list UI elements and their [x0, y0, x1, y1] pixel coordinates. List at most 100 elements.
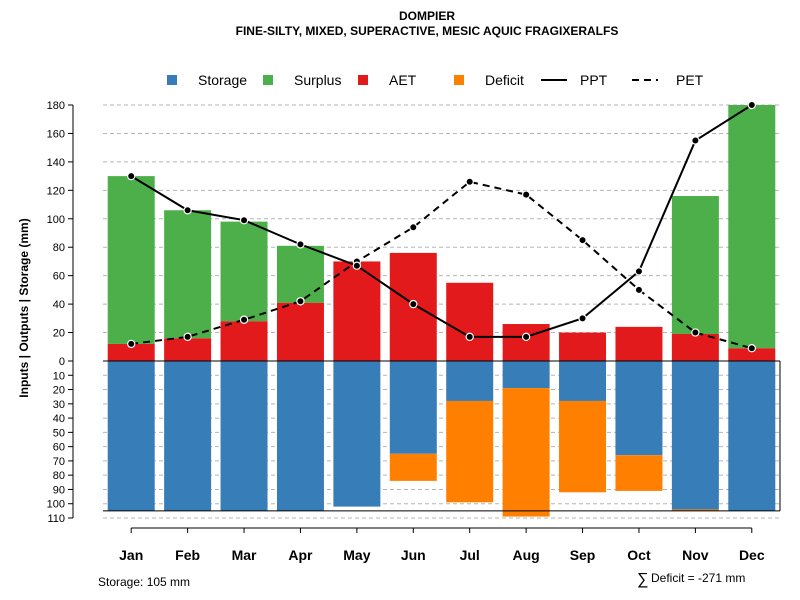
y-tick-label: 60	[53, 271, 65, 283]
x-tick-label: Mar	[232, 547, 257, 563]
pet-point	[183, 332, 192, 342]
x-tick-label: Jun	[401, 547, 426, 563]
ppt-point	[691, 136, 700, 145]
ppt-point	[352, 261, 362, 270]
storage-bar	[728, 361, 776, 511]
aet-bar	[559, 332, 607, 361]
aet-bar	[164, 338, 212, 361]
x-tick-label: Apr	[288, 547, 313, 563]
y-tick-label: 90	[53, 484, 65, 496]
chart-title: DOMPIER	[399, 9, 455, 23]
pet-line	[131, 180, 753, 350]
legend-label-deficit: Deficit	[485, 72, 524, 88]
y-axis-title: Inputs | Outputs | Storage (mm)	[17, 218, 31, 397]
y-tick-label: 140	[47, 157, 65, 169]
x-tick-label: Dec	[739, 547, 765, 563]
legend-label-ppt: PPT	[580, 72, 608, 88]
deficit-bar	[389, 453, 437, 481]
storage-bar	[333, 361, 381, 507]
ppt-point	[578, 314, 587, 323]
x-tick-label: May	[343, 547, 370, 563]
pet-point	[239, 315, 249, 324]
pet-point	[521, 190, 531, 199]
pet-point	[409, 223, 418, 232]
y-tick-label: 40	[53, 299, 65, 311]
y-tick-label: 70	[53, 456, 65, 468]
legend-label-pet: PET	[676, 72, 704, 88]
storage-bar	[220, 361, 268, 511]
ppt-point	[465, 332, 474, 342]
x-tick-label: Nov	[682, 547, 709, 563]
storage-note: Storage: 105 mm	[98, 575, 190, 589]
aet-bar	[276, 302, 324, 361]
storage-bar	[559, 361, 607, 401]
ppt-point	[296, 240, 305, 249]
pet-point	[296, 297, 305, 306]
surplus-bar	[728, 105, 776, 349]
pet-point	[127, 339, 136, 349]
aet-bar	[220, 321, 268, 361]
lines-layer	[127, 100, 756, 353]
y-tick-label: 20	[53, 385, 65, 397]
legend-label-storage: Storage	[198, 72, 247, 88]
storage-bar	[615, 361, 663, 456]
ppt-point	[747, 100, 756, 110]
deficit-bar	[671, 509, 719, 511]
x-tick-label: Aug	[513, 547, 540, 563]
surplus-bar	[671, 196, 719, 334]
pet-point	[634, 285, 644, 295]
surplus-bar	[276, 245, 324, 303]
storage-bar	[446, 361, 494, 401]
ppt-point	[409, 299, 418, 309]
legend-swatch-deficit	[454, 75, 464, 85]
y-tick-label: 50	[53, 427, 65, 439]
ppt-point	[521, 332, 531, 342]
y-tick-label: 10	[53, 370, 65, 382]
surplus-bar	[220, 221, 268, 322]
y-tick-label: 30	[53, 399, 65, 411]
x-tick-label: Oct	[627, 547, 651, 563]
surplus-bar	[164, 210, 212, 339]
legend-swatch-surplus	[263, 75, 273, 85]
y-tick-label: 120	[47, 185, 65, 197]
deficit-bar	[559, 400, 607, 493]
ppt-line	[130, 104, 753, 338]
pet-point	[578, 235, 587, 245]
x-tick-label: Jan	[119, 547, 143, 563]
chart-legend: Storage Surplus AET Deficit PPT PET	[167, 72, 704, 88]
x-tick-label: Feb	[175, 547, 200, 563]
y-tick-label: 80	[53, 470, 65, 482]
aet-bar	[728, 348, 776, 361]
ppt-point	[634, 267, 644, 276]
storage-bar	[389, 361, 437, 454]
ppt-point	[127, 171, 136, 181]
chart-subtitle: FINE-SILTY, MIXED, SUPERACTIVE, MESIC AQ…	[236, 24, 619, 38]
y-tick-label: 110	[47, 513, 65, 525]
aet-bar	[107, 343, 155, 361]
aet-bar	[446, 282, 494, 361]
storage-bar	[671, 361, 719, 510]
deficit-bar	[615, 455, 663, 491]
gridlines	[103, 104, 780, 519]
y-tick-label: 80	[53, 242, 65, 254]
sum-symbol: ∑	[637, 571, 648, 588]
x-tick-label: Jul	[460, 547, 480, 563]
pet-point	[465, 177, 474, 186]
y-tick-label: 20	[53, 328, 65, 340]
y-tick-label: 40	[53, 413, 65, 425]
bars-layer	[103, 105, 781, 517]
axes-layer: 0 20 40 60 80 100 120 140 160 180 10 20 30 40 50 60 70 80…	[47, 100, 765, 563]
y-tick-label: 60	[53, 442, 65, 454]
ppt-point	[239, 215, 249, 225]
y-tick-label: 100	[47, 499, 65, 511]
legend-label-surplus: Surplus	[294, 72, 341, 88]
x-tick-label: Sep	[570, 547, 596, 563]
legend-label-aet: AET	[389, 72, 417, 88]
aet-bar	[615, 326, 663, 361]
y-tick-label: 160	[47, 128, 65, 140]
aet-bar	[502, 324, 550, 361]
deficit-bar	[502, 388, 550, 517]
y-tick-label: 0	[59, 356, 65, 368]
y-tick-label: 180	[47, 100, 65, 112]
legend-swatch-aet	[358, 75, 368, 85]
